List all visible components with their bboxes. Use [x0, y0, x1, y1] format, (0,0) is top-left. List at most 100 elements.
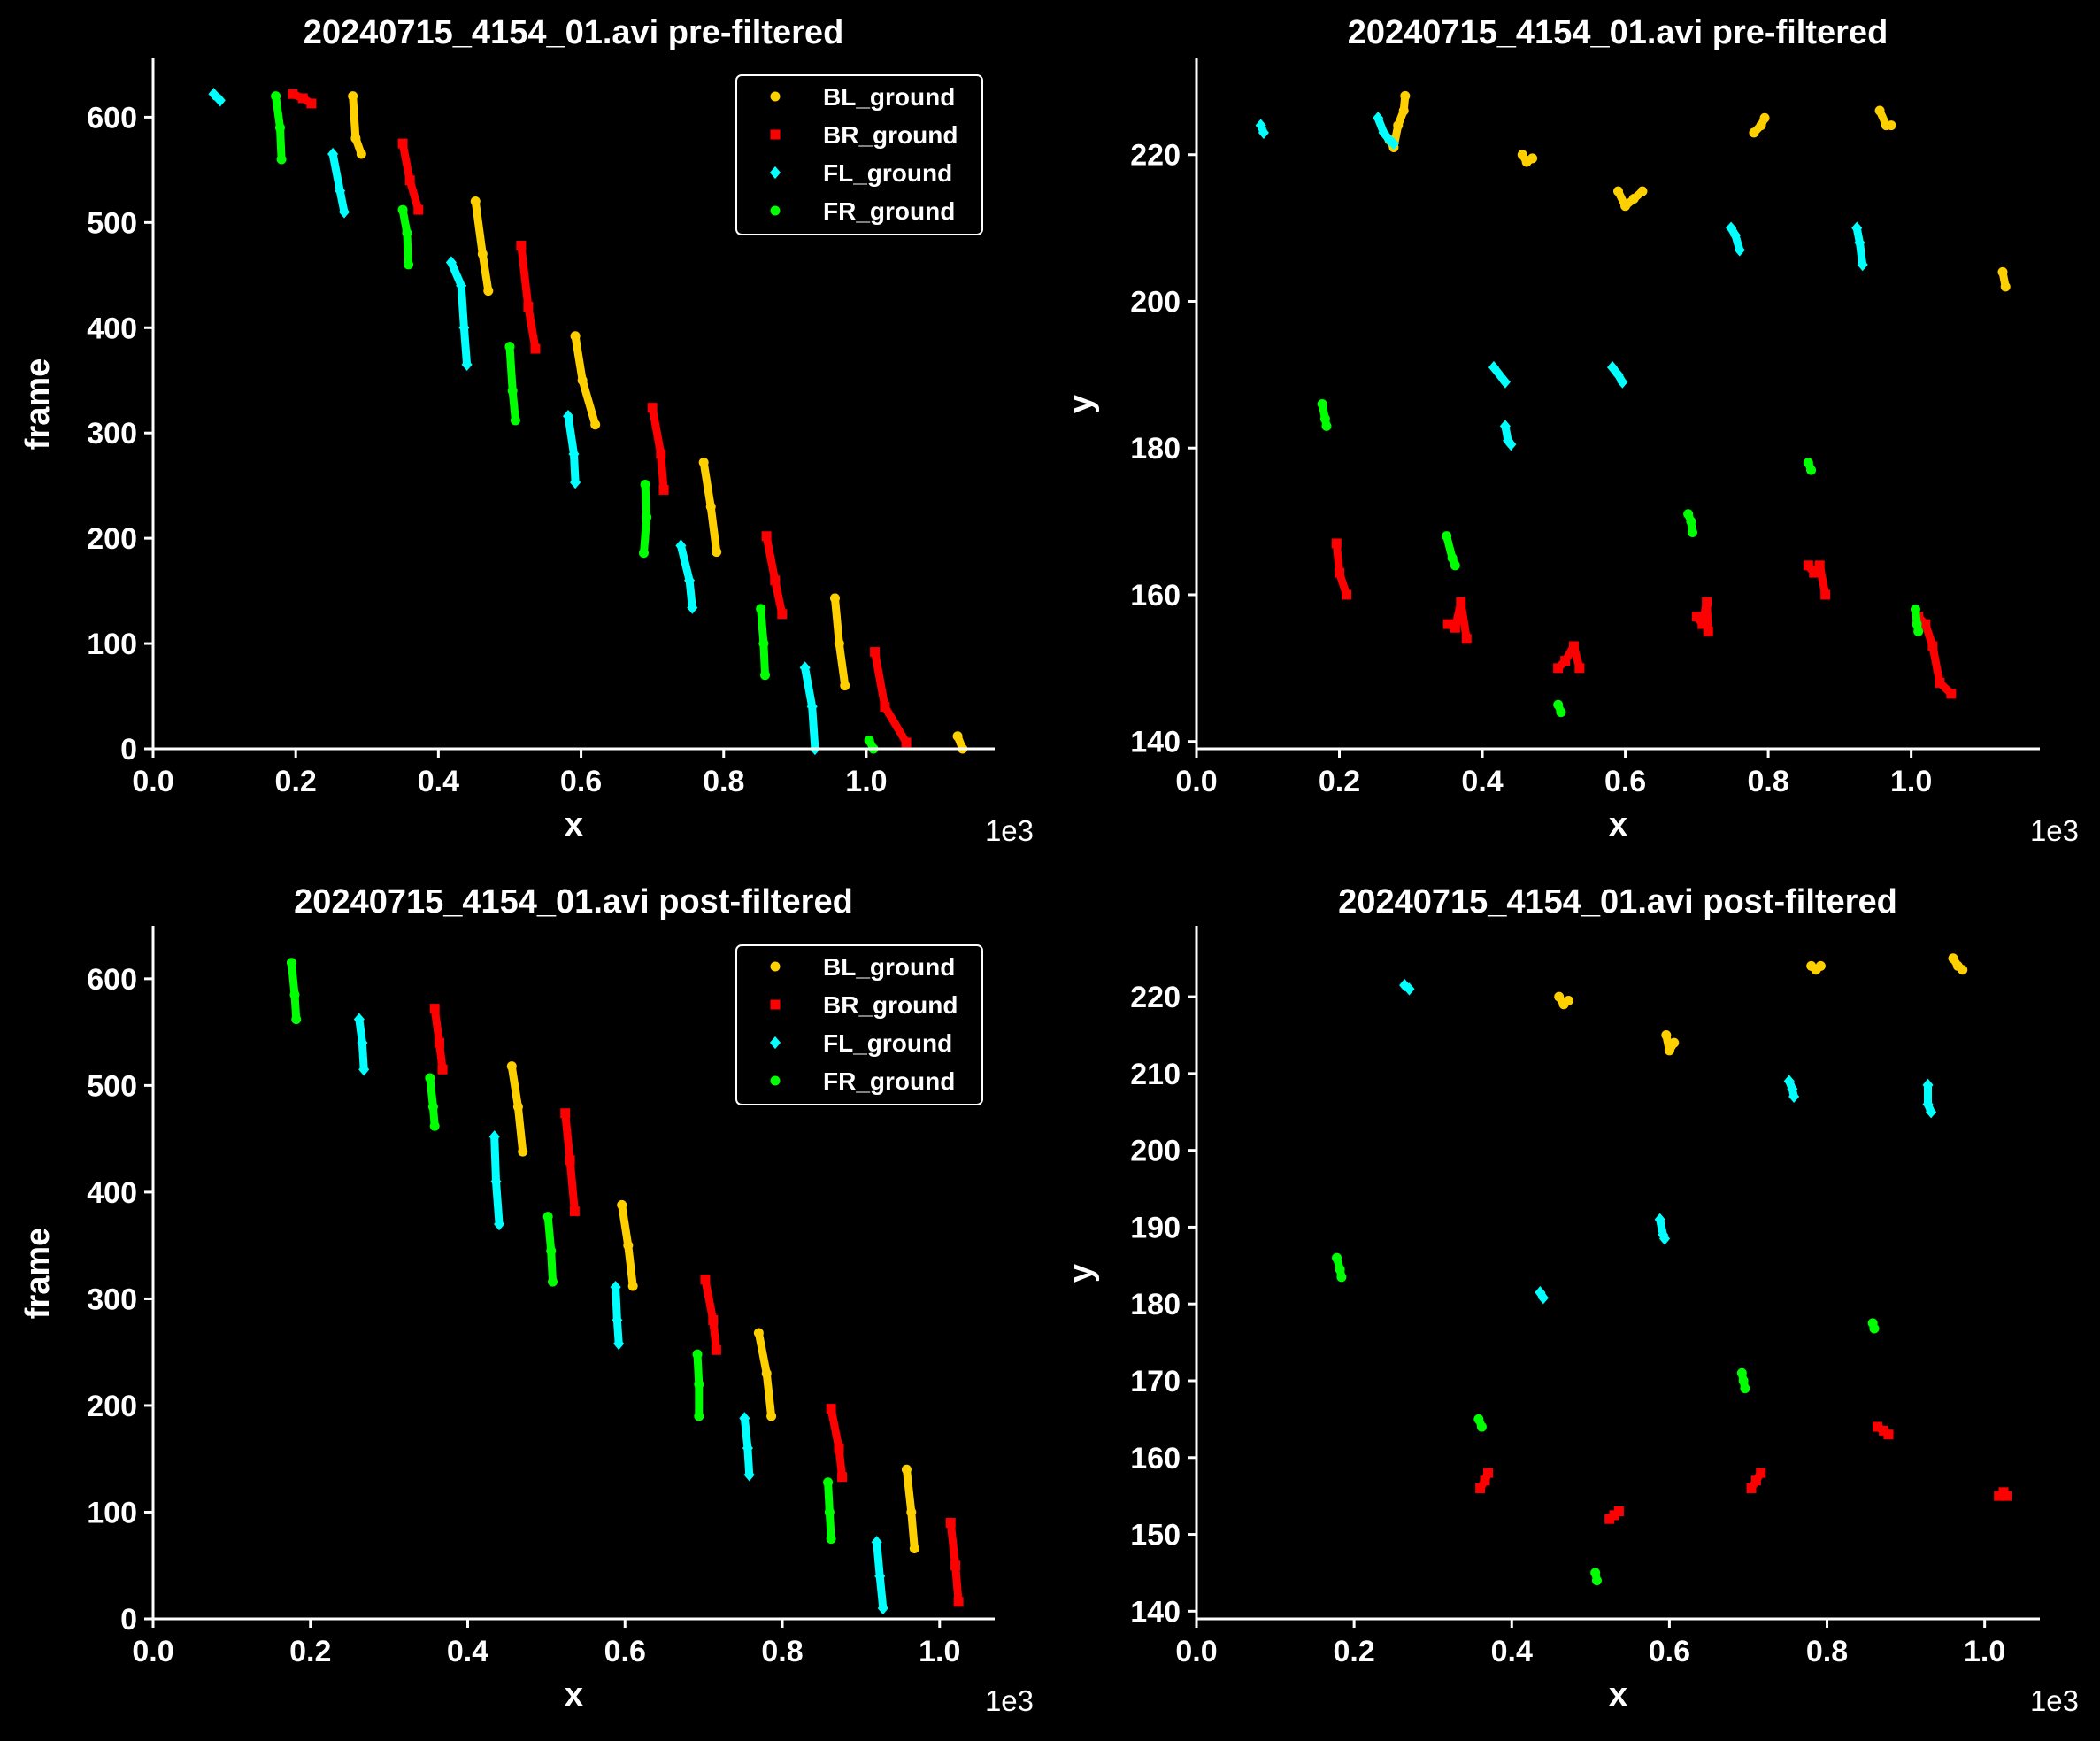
data-point — [1661, 1029, 1672, 1040]
x-tick-label: 1.0 — [845, 765, 887, 798]
x-tick-label: 0.0 — [132, 765, 173, 798]
x-tick-label: 0.8 — [761, 1635, 803, 1668]
data-point — [1563, 995, 1573, 1005]
x-axis-label: x — [565, 806, 583, 844]
data-point — [542, 1212, 553, 1222]
data-point — [1554, 991, 1565, 1002]
data-point — [461, 358, 473, 372]
data-point — [208, 88, 219, 101]
x-offset-label: 1e3 — [985, 814, 1034, 847]
data-point — [953, 1597, 964, 1607]
data-point — [429, 1121, 440, 1131]
data-point — [274, 122, 285, 133]
y-tick-label: 0 — [120, 733, 137, 767]
data-point — [799, 661, 811, 674]
y-tick-label: 210 — [1130, 1058, 1181, 1091]
data-point — [1746, 1483, 1757, 1493]
data-point — [610, 1281, 621, 1294]
data-point — [1335, 567, 1345, 578]
data-point — [834, 638, 844, 649]
data-point — [1756, 120, 1766, 131]
data-point — [291, 1014, 302, 1025]
legend-frame — [735, 74, 983, 235]
data-point — [214, 94, 226, 107]
data-point — [1736, 1367, 1747, 1378]
data-point — [1750, 1475, 1761, 1486]
series-BR_ground — [1331, 538, 1957, 699]
y-tick-label: 150 — [1130, 1519, 1181, 1552]
data-point — [612, 1313, 623, 1327]
subplot-1: 20240715_4154_01.avi pre-filtered 0.0 0.2 0… — [19, 14, 1034, 847]
y-axis-label: frame — [19, 1228, 57, 1320]
x-tick-label: 0.6 — [1649, 1635, 1690, 1668]
y-tick-label: 400 — [87, 312, 137, 345]
data-point — [402, 227, 412, 238]
data-point — [1617, 375, 1628, 389]
data-point — [477, 249, 488, 259]
legend-item-BL_ground: BL_ground — [770, 953, 955, 981]
data-point — [1913, 626, 1924, 636]
series-FL_ground — [353, 1013, 888, 1615]
x-tick-label: 0.4 — [1461, 765, 1503, 798]
data-point — [306, 98, 317, 109]
data-point — [1342, 589, 1352, 600]
data-point — [712, 547, 722, 558]
data-point — [413, 204, 424, 215]
data-point — [568, 447, 580, 461]
y-tick-label: 100 — [87, 628, 137, 661]
data-point — [613, 1337, 625, 1351]
data-point — [1749, 127, 1759, 138]
series-BR_ground — [429, 1004, 964, 1607]
data-point — [692, 1349, 703, 1360]
data-point — [806, 700, 818, 713]
series-FR_ground — [286, 958, 836, 1545]
y-axis-label: y — [1063, 395, 1100, 413]
data-point — [687, 601, 698, 614]
data-point — [1560, 656, 1571, 666]
x-axis-label: x — [565, 1676, 583, 1714]
legend-label: FL_ground — [823, 159, 952, 187]
data-point — [429, 1004, 440, 1014]
data-point — [1442, 531, 1452, 542]
data-point — [518, 1146, 528, 1157]
data-point — [638, 548, 649, 559]
legend-marker — [769, 166, 781, 180]
data-point — [427, 1101, 438, 1112]
data-point — [761, 531, 772, 542]
data-point — [1922, 1098, 1934, 1111]
x-offset-label: 1e3 — [2030, 814, 2079, 847]
y-tick-label: 220 — [1130, 981, 1181, 1014]
data-point — [470, 196, 481, 207]
data-point — [1686, 516, 1696, 527]
data-point — [404, 175, 415, 186]
series-FR_ground — [1332, 1252, 1880, 1586]
y-tick-label: 500 — [87, 1069, 137, 1103]
data-point — [770, 575, 781, 586]
data-point — [1803, 560, 1813, 571]
legend-marker — [770, 999, 781, 1010]
data-point — [823, 1477, 834, 1488]
legend-item-FR_ground: FR_ground — [770, 1067, 955, 1095]
data-point — [1729, 228, 1742, 243]
data-point — [338, 205, 350, 219]
x-tick-label: 0.8 — [703, 765, 744, 798]
data-stroke — [447, 258, 472, 369]
data-point — [1475, 1483, 1486, 1493]
data-point — [864, 735, 874, 745]
y-tick-label: 400 — [87, 1176, 137, 1210]
data-point — [1910, 605, 1920, 615]
y-tick-label: 200 — [1130, 285, 1181, 319]
series-FL_ground — [1399, 978, 1937, 1305]
data-point — [507, 386, 518, 397]
data-point — [756, 604, 766, 614]
legend-marker — [769, 1036, 781, 1050]
y-tick-label: 180 — [1130, 1288, 1181, 1321]
legend-marker — [770, 205, 781, 216]
data-point — [1926, 1105, 1937, 1119]
y-tick-label: 500 — [87, 206, 137, 240]
x-tick-label: 1.0 — [1964, 1635, 2005, 1668]
data-point — [1476, 1421, 1487, 1432]
x-tick-label: 0.2 — [289, 1635, 331, 1668]
data-point — [1331, 538, 1342, 549]
